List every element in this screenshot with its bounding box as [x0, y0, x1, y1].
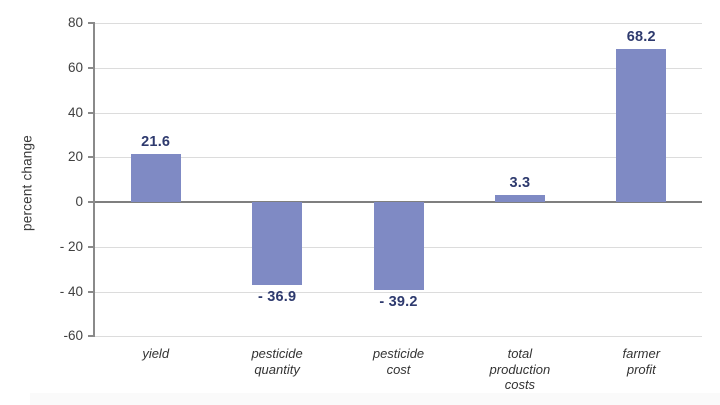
bar-value-label: - 36.9	[257, 288, 297, 305]
y-tick-label: 0	[75, 194, 83, 209]
y-tick-label: - 40	[59, 283, 83, 299]
category-label: pesticide cost	[372, 346, 425, 377]
y-tick-label: 80	[67, 15, 83, 30]
y-tick-label: 60	[67, 59, 83, 75]
gridline	[95, 23, 702, 24]
gridline	[95, 67, 702, 69]
category-label: total production costs	[489, 346, 551, 392]
y-tick-mark	[88, 201, 95, 203]
bar	[373, 202, 424, 290]
category-label: farmer profit	[622, 346, 661, 377]
y-tick-mark	[88, 156, 95, 159]
y-tick-label: 20	[67, 149, 83, 165]
y-tick-label: -60	[63, 328, 83, 344]
y-axis-line	[93, 23, 95, 337]
gridline	[95, 336, 702, 338]
footer-strip	[30, 393, 720, 405]
bar	[616, 49, 667, 202]
y-tick-label: - 20	[59, 238, 83, 254]
y-tick-mark	[88, 66, 95, 69]
bar-value-label: 3.3	[509, 174, 531, 191]
gridline	[95, 291, 702, 293]
y-tick-mark	[88, 111, 95, 114]
category-label: yield	[142, 346, 170, 361]
gridline	[95, 157, 702, 159]
bar-value-label: 21.6	[141, 133, 171, 150]
bar	[494, 194, 545, 202]
bar	[252, 202, 303, 285]
bar-value-label: 68.2	[626, 29, 656, 46]
y-tick-mark	[88, 290, 95, 293]
y-tick-mark	[88, 22, 95, 24]
y-tick-mark	[88, 335, 95, 338]
gridline	[95, 112, 702, 114]
category-label: pesticide quantity	[251, 346, 303, 377]
y-axis-title: percent change	[19, 135, 35, 231]
bar-value-label: - 39.2	[379, 293, 418, 310]
bar	[130, 153, 181, 202]
y-tick-mark	[88, 245, 95, 248]
y-tick-label: 40	[67, 104, 83, 120]
